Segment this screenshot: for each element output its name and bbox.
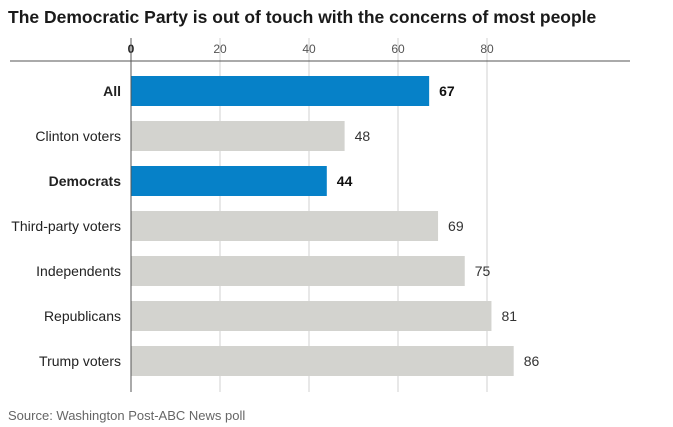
bar [131, 76, 430, 106]
x-axis-ticks: 020406080 [128, 42, 494, 56]
x-tick-label: 80 [480, 42, 494, 56]
bar [131, 121, 345, 151]
category-label: All [103, 83, 121, 99]
bar [131, 166, 327, 196]
bar [131, 346, 514, 376]
value-labels: 67 48 44 69 75 81 86 [337, 83, 540, 369]
bars [131, 76, 514, 376]
value-label: 81 [501, 308, 517, 324]
value-label: 86 [524, 353, 540, 369]
category-label: Independents [36, 263, 121, 279]
category-label: Trump voters [39, 353, 121, 369]
value-label: 48 [355, 128, 371, 144]
source-note: Source: Washington Post-ABC News poll [8, 408, 246, 423]
category-label: Republicans [44, 308, 121, 324]
x-tick-label: 40 [302, 42, 316, 56]
category-label: Third-party voters [11, 218, 121, 234]
bar [131, 256, 465, 286]
category-labels: All Clinton voters Democrats Third-party vo… [11, 83, 121, 369]
value-label: 44 [337, 173, 353, 189]
category-label: Clinton voters [35, 128, 121, 144]
chart-title: The Democratic Party is out of touch wit… [8, 7, 597, 27]
category-label: Democrats [49, 173, 122, 189]
x-tick-label: 60 [391, 42, 405, 56]
value-label: 69 [448, 218, 464, 234]
bar [131, 211, 439, 241]
x-tick-label: 20 [213, 42, 227, 56]
value-label: 75 [475, 263, 491, 279]
value-label: 67 [439, 83, 455, 99]
bar [131, 301, 492, 331]
